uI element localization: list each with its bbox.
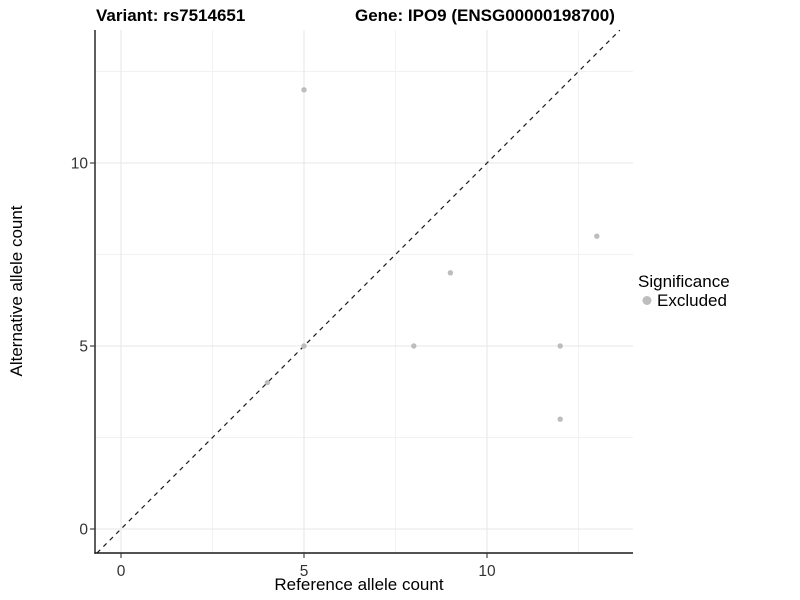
data-point (594, 233, 600, 239)
x-axis-title: Reference allele count (274, 575, 443, 594)
data-point (301, 343, 307, 349)
x-axis-tick-label: 5 (300, 563, 309, 580)
plot-title-gene: Gene: IPO9 (ENSG00000198700) (355, 6, 615, 25)
x-axis-tick-label: 0 (117, 563, 126, 580)
minor-gridlines (95, 30, 633, 553)
legend-item-label: Excluded (657, 291, 727, 310)
data-point (301, 87, 307, 93)
plot-title-variant: Variant: rs7514651 (96, 6, 245, 25)
identity-line (96, 29, 621, 554)
legend-key-dot-icon (642, 296, 652, 305)
data-point (557, 343, 563, 349)
plot-panel (95, 30, 633, 553)
axis-ticks-layer: 0 5 10 0 5 10 (71, 155, 496, 580)
identity-line-layer (96, 29, 621, 554)
data-points-layer (264, 87, 600, 422)
x-axis-tick-label: 10 (478, 563, 496, 580)
data-point (447, 270, 454, 276)
legend-title: Significance (638, 272, 730, 291)
y-axis-title: Alternative allele count (7, 205, 26, 376)
y-axis-tick-label: 5 (79, 338, 88, 355)
data-point (557, 416, 563, 422)
y-axis-tick-label: 0 (79, 521, 88, 538)
data-point (264, 379, 271, 386)
major-gridlines (95, 30, 633, 553)
legend: Significance Excluded (638, 272, 730, 310)
y-axis-tick-label: 10 (71, 155, 89, 172)
data-point (411, 343, 417, 349)
